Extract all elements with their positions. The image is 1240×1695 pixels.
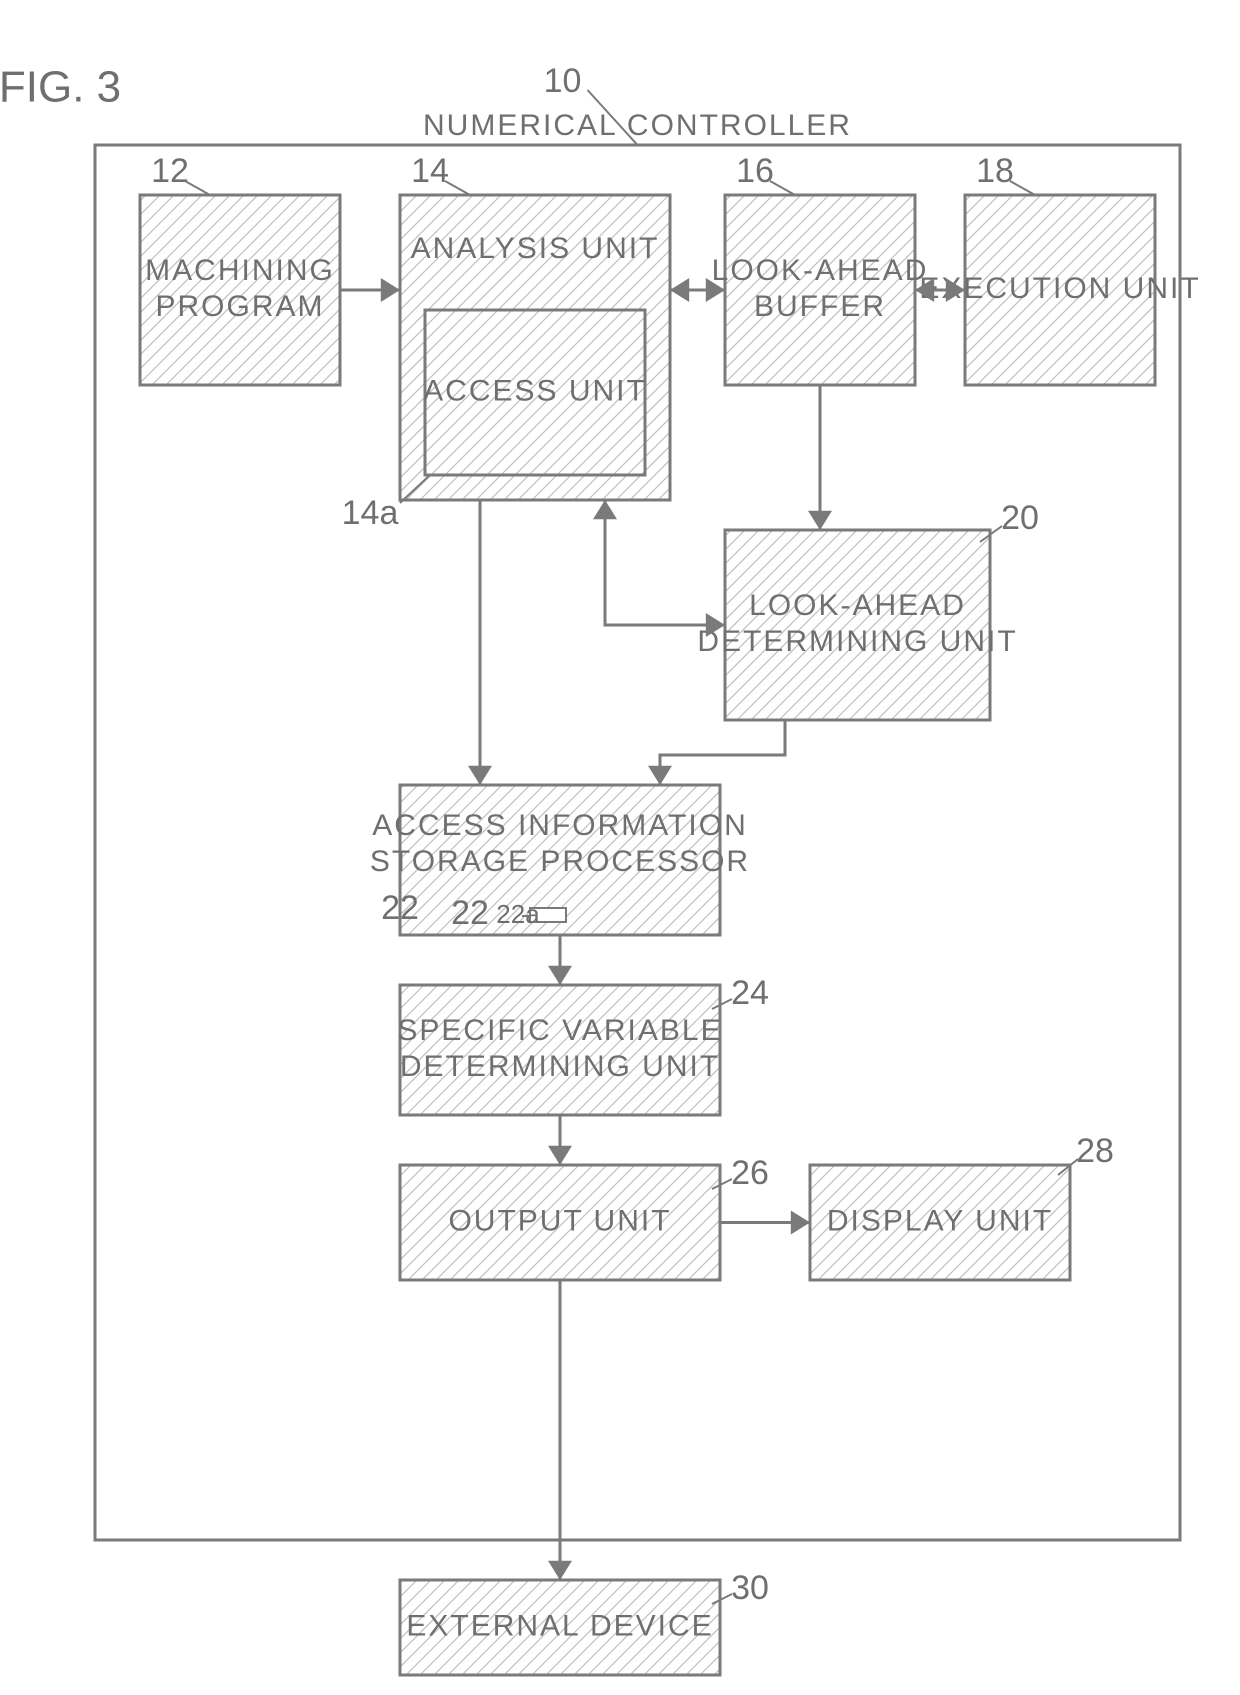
svg-text:LOOK-AHEAD: LOOK-AHEAD: [749, 589, 966, 622]
svg-text:30: 30: [731, 1569, 769, 1607]
svg-text:12: 12: [151, 152, 189, 190]
svg-text:MACHINING: MACHINING: [145, 254, 335, 287]
svg-text:SPECIFIC VARIABLE: SPECIFIC VARIABLE: [397, 1014, 722, 1047]
svg-text:DETERMINING UNIT: DETERMINING UNIT: [697, 625, 1017, 658]
svg-text:BUFFER: BUFFER: [754, 290, 886, 323]
svg-text:STORAGE PROCESSOR: STORAGE PROCESSOR: [370, 845, 750, 878]
svg-text:22: 22: [381, 889, 419, 927]
svg-text:EXTERNAL DEVICE: EXTERNAL DEVICE: [406, 1609, 713, 1642]
svg-text:ACCESS INFORMATION: ACCESS INFORMATION: [372, 809, 747, 842]
ref-10: 10: [544, 62, 582, 100]
svg-text:LOOK-AHEAD: LOOK-AHEAD: [712, 254, 929, 287]
svg-text:DISPLAY UNIT: DISPLAY UNIT: [827, 1204, 1053, 1237]
figure-label: FIG. 3: [0, 63, 121, 112]
svg-text:28: 28: [1076, 1132, 1114, 1170]
svg-text:22a: 22a: [496, 899, 540, 929]
svg-text:24: 24: [731, 974, 769, 1012]
controller-label: NUMERICAL CONTROLLER: [423, 109, 852, 142]
svg-text:14a: 14a: [342, 494, 399, 532]
svg-text:26: 26: [731, 1154, 769, 1192]
svg-text:16: 16: [736, 152, 774, 190]
svg-text:PROGRAM: PROGRAM: [155, 290, 324, 323]
svg-text:18: 18: [976, 152, 1014, 190]
svg-text:20: 20: [1001, 499, 1039, 537]
svg-text:ANALYSIS UNIT: ANALYSIS UNIT: [411, 232, 660, 265]
svg-text:DETERMINING UNIT: DETERMINING UNIT: [400, 1050, 720, 1083]
svg-text:ACCESS UNIT: ACCESS UNIT: [423, 374, 647, 407]
svg-text:OUTPUT UNIT: OUTPUT UNIT: [448, 1204, 671, 1237]
svg-text:14: 14: [411, 152, 449, 190]
svg-text:22: 22: [451, 894, 489, 932]
